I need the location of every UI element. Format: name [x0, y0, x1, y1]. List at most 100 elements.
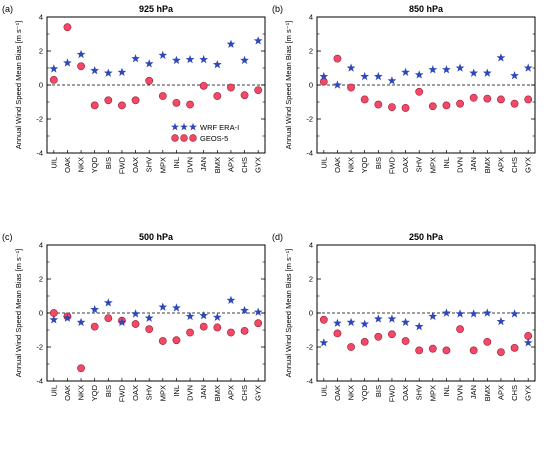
x-category-label: CHS: [240, 385, 249, 401]
legend: WRF ERA-I GEOS-5: [171, 122, 239, 143]
panel-2: (b) 850 hPa -4 -2 0 2 4 Annual Wind Speed Mean …: [272, 4, 536, 174]
geos-point: [254, 86, 263, 94]
x-category-label: MPX: [428, 157, 437, 173]
wrf-point: [387, 314, 397, 323]
y-tick-label: 0: [309, 309, 313, 318]
x-category-label: DVN: [456, 385, 465, 401]
y-tick-label: -2: [306, 115, 313, 124]
x-category-label: YQD: [90, 156, 99, 173]
geos-point: [186, 100, 194, 109]
geos-point: [456, 325, 464, 334]
x-category-label: YQD: [360, 156, 369, 173]
x-category-label: INL: [172, 157, 181, 169]
wrf-point: [103, 68, 113, 77]
wrf-point: [240, 305, 249, 315]
wrf-point: [401, 67, 410, 76]
geos-point: [319, 315, 328, 324]
x-category-label: JAN: [199, 157, 208, 171]
legend-geos-marker: [180, 134, 188, 142]
wrf-point: [63, 313, 72, 322]
x-category-label: MPX: [158, 157, 167, 173]
x-category-label: OAX: [131, 157, 140, 173]
x-category-label: APX: [226, 157, 235, 172]
wrf-point: [373, 71, 383, 81]
geos-point: [172, 98, 181, 107]
wrf-point: [523, 63, 533, 72]
geos-point: [172, 336, 181, 345]
wrf-point: [144, 59, 154, 68]
x-category-label: BMX: [483, 385, 492, 401]
x-category-label: FWD: [387, 156, 396, 174]
panel-label: (d): [272, 232, 283, 242]
wrf-point: [199, 310, 209, 320]
y-tick-label: -2: [36, 115, 43, 124]
geos-point: [524, 95, 533, 104]
wrf-point: [253, 36, 263, 45]
y-tick-label: 2: [39, 47, 43, 56]
y-axis-label: Annual Wind Speed Mean Bias [m s⁻¹]: [284, 249, 293, 378]
geos-point: [158, 337, 167, 345]
x-category-label: UIL: [319, 385, 328, 397]
x-category-label: OAK: [333, 385, 342, 401]
x-category-label: NKX: [347, 385, 356, 400]
wrf-point: [158, 50, 168, 59]
y-tick-label: 2: [39, 275, 43, 284]
x-category-label: INL: [172, 385, 181, 397]
y-tick-label: 0: [39, 81, 43, 90]
x-category-label: YQD: [90, 384, 99, 401]
x-category-label: BMX: [483, 157, 492, 173]
x-category-label: SHV: [415, 157, 424, 172]
y-tick-label: 2: [309, 47, 313, 56]
chart-title: 850 hPa: [409, 4, 444, 14]
geos-point: [428, 102, 437, 111]
x-category-label: FWD: [387, 384, 396, 402]
y-axis-label: Annual Wind Speed Mean Bias [m s⁻¹]: [284, 21, 293, 150]
wrf-point: [90, 305, 100, 314]
x-category-label: DVN: [456, 157, 465, 173]
wrf-point: [360, 71, 370, 81]
geos-point: [483, 337, 492, 346]
wrf-point: [346, 317, 356, 327]
geos-point: [401, 337, 410, 345]
x-category-label: NKX: [77, 157, 86, 172]
wrf-point: [428, 65, 438, 74]
y-tick-label: 2: [309, 275, 313, 284]
geos-point: [77, 364, 85, 373]
wrf-point: [144, 313, 154, 322]
x-category-label: SHV: [415, 385, 424, 400]
geos-point: [510, 99, 519, 108]
legend-geos-label: GEOS-5: [200, 134, 228, 143]
chart-title: 925 hPa: [139, 4, 174, 14]
x-category-label: GYX: [524, 157, 533, 173]
wrf-point: [103, 298, 113, 307]
wrf-point: [76, 49, 86, 59]
wrf-point: [482, 68, 492, 77]
x-category-label: JAN: [469, 157, 478, 171]
x-category-label: OAX: [401, 385, 410, 401]
wrf-point: [240, 55, 249, 65]
y-tick-label: -4: [306, 377, 313, 386]
geos-point: [360, 95, 369, 104]
legend-wrf-marker: [180, 122, 188, 131]
geos-point: [104, 314, 113, 322]
x-category-label: UIL: [319, 157, 328, 169]
geos-point: [213, 323, 222, 332]
geos-point: [227, 83, 235, 92]
geos-point: [131, 96, 140, 105]
x-category-label: SHV: [145, 385, 154, 400]
x-category-label: CHS: [510, 385, 519, 401]
geos-point: [227, 328, 235, 337]
wrf-point: [49, 315, 59, 324]
wrf-point: [131, 54, 140, 63]
geos-point: [483, 94, 492, 103]
wrf-point: [360, 319, 370, 328]
geos-point: [401, 104, 410, 112]
y-tick-label: 0: [39, 309, 43, 318]
y-tick-label: 4: [309, 13, 313, 22]
wrf-point: [455, 309, 465, 318]
x-category-label: JAN: [469, 385, 478, 399]
x-category-label: APX: [496, 385, 505, 400]
wrf-point: [226, 39, 236, 48]
panel-1: (a) 925 hPa -4 -2 0 2 4 Annual Wind Speed Mean …: [2, 4, 266, 174]
x-category-label: BIS: [374, 157, 383, 169]
